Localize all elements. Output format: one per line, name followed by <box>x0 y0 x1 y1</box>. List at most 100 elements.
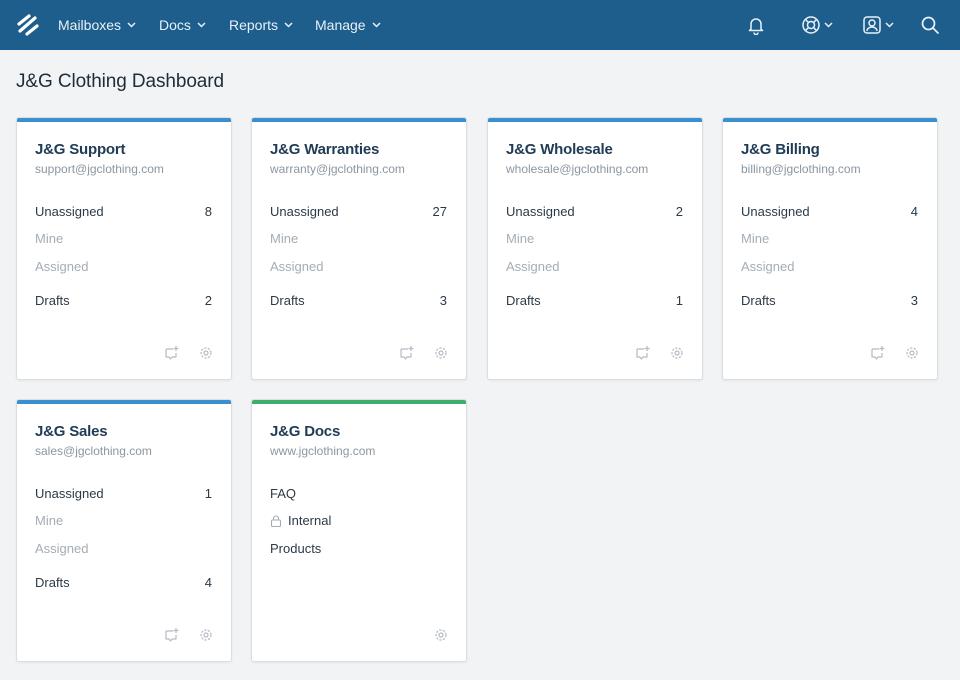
folder-label: Unassigned <box>35 486 104 501</box>
folder-drafts[interactable]: Drafts 3 <box>741 293 918 308</box>
mailbox-email: sales@jgclothing.com <box>35 444 152 458</box>
new-conversation-icon[interactable] <box>164 627 180 643</box>
folder-mine[interactable]: Mine <box>35 231 212 246</box>
mailbox-card[interactable]: J&G Sales sales@jgclothing.com Unassigned 1… <box>16 399 232 662</box>
folder-unassigned[interactable]: Unassigned 1 <box>35 486 212 501</box>
user-icon <box>863 16 881 34</box>
nav-manage-label: Manage <box>315 17 366 33</box>
gear-icon[interactable] <box>669 345 685 361</box>
bell-icon <box>748 18 764 35</box>
folder-assigned[interactable]: Assigned <box>506 259 683 274</box>
folder-unassigned[interactable]: Unassigned 27 <box>270 204 447 219</box>
helpscout-logo-icon[interactable] <box>16 13 40 37</box>
mailbox-name[interactable]: J&G Warranties <box>270 141 380 158</box>
chevron-down-icon <box>127 22 136 28</box>
card-accent-bar <box>17 400 231 404</box>
docs-collection-faq[interactable]: FAQ <box>270 486 296 501</box>
folder-count: 3 <box>910 293 918 308</box>
mailbox-name[interactable]: J&G Billing <box>741 141 820 158</box>
nav-manage[interactable]: Manage <box>315 0 381 50</box>
docs-collection-products[interactable]: Products <box>270 541 321 556</box>
folder-assigned[interactable]: Assigned <box>35 259 212 274</box>
nav-mailboxes[interactable]: Mailboxes <box>58 0 136 50</box>
gear-icon[interactable] <box>198 345 214 361</box>
gear-icon[interactable] <box>433 627 449 643</box>
new-conversation-icon[interactable] <box>164 345 180 361</box>
folder-mine[interactable]: Mine <box>741 231 918 246</box>
mailbox-email: wholesale@jgclothing.com <box>506 162 649 176</box>
nav-docs-label: Docs <box>159 17 191 33</box>
mailbox-card[interactable]: J&G Warranties warranty@jgclothing.com Una… <box>251 117 467 380</box>
folder-assigned[interactable]: Assigned <box>270 259 447 274</box>
folder-label: Unassigned <box>506 204 575 219</box>
folder-mine[interactable]: Mine <box>506 231 683 246</box>
folder-label: Mine <box>741 231 770 246</box>
card-accent-bar <box>723 118 937 122</box>
folder-count: 1 <box>204 486 212 501</box>
search-button[interactable] <box>920 13 940 37</box>
folder-label: Unassigned <box>741 204 810 219</box>
docs-collection-internal[interactable]: Internal <box>270 513 331 528</box>
new-conversation-icon[interactable] <box>635 345 651 361</box>
folder-drafts[interactable]: Drafts 3 <box>270 293 447 308</box>
notifications-button[interactable] <box>746 13 766 37</box>
docs-card[interactable]: J&G Docs www.jgclothing.com FAQ Internal… <box>251 399 467 662</box>
profile-menu-button[interactable] <box>862 13 894 37</box>
gear-icon[interactable] <box>904 345 920 361</box>
folder-label: Mine <box>506 231 535 246</box>
folder-unassigned[interactable]: Unassigned 8 <box>35 204 212 219</box>
folder-count: 4 <box>910 204 918 219</box>
folder-label: Drafts <box>270 293 305 308</box>
lifebuoy-icon <box>802 16 820 34</box>
folder-drafts[interactable]: Drafts 4 <box>35 575 212 590</box>
chevron-down-icon <box>824 22 833 28</box>
mailbox-email: billing@jgclothing.com <box>741 162 861 176</box>
docs-site-url: www.jgclothing.com <box>270 444 376 458</box>
page-title: J&G Clothing Dashboard <box>16 71 224 92</box>
mailbox-card[interactable]: J&G Wholesale wholesale@jgclothing.com Una… <box>487 117 703 380</box>
mailbox-card[interactable]: J&G Billing billing@jgclothing.com Unassig… <box>722 117 938 380</box>
folder-assigned[interactable]: Assigned <box>741 259 918 274</box>
mailbox-name[interactable]: J&G Wholesale <box>506 141 613 158</box>
folder-label: Mine <box>270 231 299 246</box>
folder-label: Assigned <box>270 259 324 274</box>
folder-count: 2 <box>204 293 212 308</box>
chevron-down-icon <box>197 22 206 28</box>
help-menu-button[interactable] <box>801 13 833 37</box>
mailbox-name[interactable]: J&G Support <box>35 141 126 158</box>
gear-icon[interactable] <box>198 627 214 643</box>
folder-count: 3 <box>439 293 447 308</box>
folder-label: Assigned <box>741 259 795 274</box>
mailbox-name[interactable]: J&G Sales <box>35 423 108 440</box>
folder-drafts[interactable]: Drafts 2 <box>35 293 212 308</box>
gear-icon[interactable] <box>433 345 449 361</box>
nav-reports[interactable]: Reports <box>229 0 293 50</box>
mailbox-email: warranty@jgclothing.com <box>270 162 405 176</box>
collection-label: Products <box>270 541 322 556</box>
folder-label: Mine <box>35 231 64 246</box>
folder-unassigned[interactable]: Unassigned 2 <box>506 204 683 219</box>
folder-unassigned[interactable]: Unassigned 4 <box>741 204 918 219</box>
folder-mine[interactable]: Mine <box>270 231 447 246</box>
nav-docs[interactable]: Docs <box>159 0 206 50</box>
search-icon <box>921 16 939 34</box>
mailbox-card[interactable]: J&G Support support@jgclothing.com Unassig… <box>16 117 232 380</box>
new-conversation-icon[interactable] <box>870 345 886 361</box>
folder-label: Drafts <box>35 575 70 590</box>
chevron-down-icon <box>284 22 293 28</box>
folder-label: Drafts <box>35 293 70 308</box>
folder-label: Assigned <box>35 541 89 556</box>
folder-label: Unassigned <box>35 204 104 219</box>
card-accent-bar <box>252 400 466 404</box>
collection-label: FAQ <box>270 486 297 501</box>
folder-mine[interactable]: Mine <box>35 513 212 528</box>
docs-site-name[interactable]: J&G Docs <box>270 423 341 440</box>
folder-count: 27 <box>432 204 447 219</box>
folder-count: 4 <box>204 575 212 590</box>
collection-label: Internal <box>288 513 332 528</box>
folder-assigned[interactable]: Assigned <box>35 541 212 556</box>
chevron-down-icon <box>885 22 894 28</box>
new-conversation-icon[interactable] <box>399 345 415 361</box>
lock-icon <box>270 514 282 527</box>
folder-drafts[interactable]: Drafts 1 <box>506 293 683 308</box>
